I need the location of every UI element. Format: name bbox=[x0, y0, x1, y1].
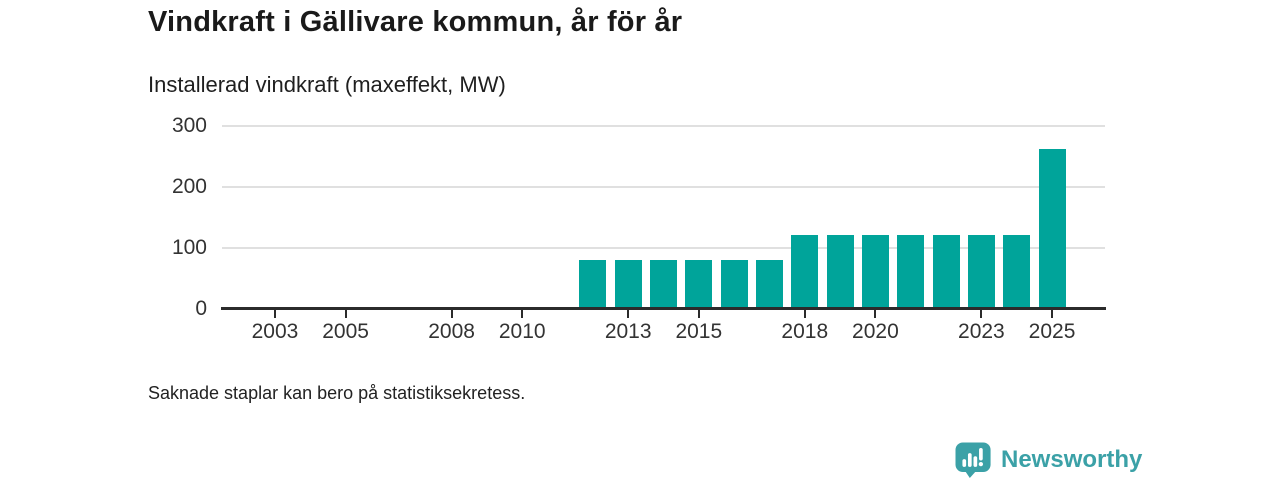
x-axis-label-2013: 2013 bbox=[604, 320, 652, 343]
x-tick-2023 bbox=[980, 310, 983, 318]
brand-name: Newsworthy bbox=[1001, 446, 1143, 473]
footnote-text: Saknade staplar kan bero på statistiksek… bbox=[148, 383, 526, 403]
x-axis-label-2005: 2005 bbox=[322, 320, 369, 343]
bar-2023 bbox=[967, 234, 995, 309]
x-axis-label-2025: 2025 bbox=[1028, 320, 1076, 343]
bar-2021 bbox=[897, 234, 925, 309]
bar-2018 bbox=[791, 234, 819, 309]
chart-title: Vindkraft i Gällivare kommun, år för år bbox=[148, 6, 683, 38]
x-axis-label-2018: 2018 bbox=[781, 320, 829, 343]
bar-2014 bbox=[650, 260, 677, 309]
x-axis-label-2015: 2015 bbox=[675, 320, 723, 343]
bar-2012 bbox=[579, 260, 607, 309]
bar-2013 bbox=[614, 260, 642, 309]
x-tick-2008 bbox=[450, 310, 453, 318]
x-tick-2018 bbox=[803, 310, 806, 318]
x-axis-label-2010: 2010 bbox=[498, 320, 546, 343]
x-tick-2005 bbox=[344, 310, 347, 318]
bar-2016 bbox=[720, 260, 748, 309]
bar-2022 bbox=[932, 234, 960, 309]
gridline-200 bbox=[222, 186, 1105, 188]
gridline-300 bbox=[222, 125, 1105, 127]
x-axis-label-2008: 2008 bbox=[428, 320, 475, 343]
y-axis-label-200: 200 bbox=[171, 175, 207, 198]
x-axis-label-2020: 2020 bbox=[852, 320, 899, 343]
bar-2017 bbox=[755, 260, 783, 309]
y-axis-label-300: 300 bbox=[171, 114, 207, 137]
x-tick-2015 bbox=[697, 310, 700, 318]
x-tick-2025 bbox=[1051, 310, 1054, 318]
x-axis-line bbox=[221, 307, 1106, 310]
gridline-100 bbox=[222, 247, 1105, 249]
newsworthy-logo: Newsworthy bbox=[955, 442, 1142, 478]
y-axis-label-0: 0 bbox=[195, 297, 207, 320]
plot-area: 0 100 200 300 2003 2005 2008 2010 2013 2015 2018 20… bbox=[172, 114, 1106, 343]
y-axis-label-100: 100 bbox=[171, 236, 207, 259]
x-axis-label-2023: 2023 bbox=[958, 320, 1005, 343]
x-tick-2020 bbox=[874, 310, 877, 318]
bar-2020 bbox=[861, 234, 889, 309]
x-tick-2003 bbox=[273, 310, 276, 318]
bar-2025 bbox=[1038, 149, 1066, 309]
bar-chart-speech-bubble-icon bbox=[955, 442, 991, 478]
chart-subtitle: Installerad vindkraft (maxeffekt, MW) bbox=[148, 72, 506, 97]
bar-2015 bbox=[685, 260, 713, 309]
bar-2024 bbox=[1003, 234, 1031, 309]
x-tick-2013 bbox=[627, 310, 630, 318]
bar-2019 bbox=[826, 234, 854, 309]
x-tick-2010 bbox=[521, 310, 524, 318]
x-axis-label-2003: 2003 bbox=[251, 320, 299, 343]
